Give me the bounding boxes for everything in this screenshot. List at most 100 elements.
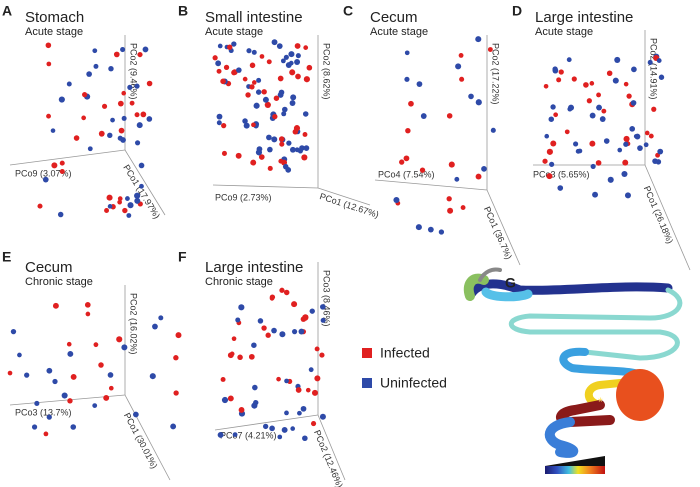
sample-dot	[281, 426, 288, 433]
sample-dot	[550, 140, 557, 147]
sample-dot	[152, 323, 158, 330]
sample-dot	[231, 70, 237, 76]
axis-label: PCo3 (5.65%)	[533, 169, 590, 179]
sample-dot	[251, 80, 257, 85]
sample-dot	[311, 389, 318, 396]
sample-dot	[294, 43, 301, 49]
sample-dot	[573, 141, 579, 147]
sample-dot	[67, 351, 74, 357]
axis-line	[212, 184, 319, 189]
sample-dot	[404, 50, 410, 56]
sample-dot	[564, 129, 570, 135]
sample-dot	[259, 54, 265, 59]
sample-dot	[558, 69, 564, 75]
sample-dot	[227, 395, 234, 402]
axis-label: PCo3 (13.7%)	[15, 407, 72, 417]
sample-dot	[319, 413, 326, 420]
sample-dot	[108, 65, 114, 72]
sample-dot	[308, 367, 314, 373]
axis-label: PCo2 (9.46%)	[129, 43, 139, 100]
panel-title: Small intestine	[205, 9, 303, 26]
sample-dot	[269, 296, 275, 301]
sample-dot	[284, 378, 289, 384]
sample-dot	[98, 130, 105, 137]
sample-dot	[269, 425, 275, 432]
sample-dot	[475, 36, 482, 43]
sample-dot	[7, 370, 13, 376]
axis-label: PCo7 (4.21%)	[220, 430, 277, 440]
sample-dot	[623, 141, 629, 147]
sample-dot	[420, 113, 427, 119]
sample-dot	[276, 43, 283, 50]
sample-dot	[589, 140, 596, 147]
sample-dot	[284, 410, 289, 416]
sample-dot	[67, 398, 73, 404]
sample-dot	[302, 111, 309, 117]
panel-subtitle: Chronic stage	[205, 276, 273, 288]
sample-dot	[92, 48, 98, 54]
axis-line	[486, 189, 521, 266]
axis-line	[317, 187, 371, 206]
sample-dot	[283, 289, 290, 296]
sample-dot	[129, 100, 135, 106]
axis-label: PCo2 (16.02%)	[129, 293, 139, 355]
sample-dot	[278, 89, 285, 96]
sample-dot	[589, 112, 596, 119]
sample-dot	[146, 80, 153, 87]
sample-dot	[238, 407, 245, 413]
sample-dot	[138, 162, 145, 169]
gut-diagram: *	[463, 267, 683, 474]
sample-dot	[262, 96, 269, 103]
sample-dot	[276, 376, 281, 382]
sample-dot	[303, 145, 310, 151]
panel-letter: A	[2, 3, 12, 19]
sample-dot	[217, 43, 223, 49]
sample-dot	[231, 336, 237, 341]
sample-dot	[103, 394, 110, 401]
sample-dot	[250, 159, 257, 166]
sample-dot	[295, 73, 301, 80]
panel-title: Stomach	[25, 9, 84, 26]
sample-dot	[614, 56, 621, 63]
sample-dot	[403, 155, 410, 162]
panel-letter: F	[178, 249, 187, 265]
sample-dot	[10, 328, 17, 335]
sample-dot	[243, 122, 250, 129]
sample-dot	[221, 150, 227, 156]
sample-dot	[314, 346, 320, 352]
sample-dot	[251, 49, 257, 55]
sample-dot	[235, 317, 241, 323]
sample-dot	[81, 115, 87, 121]
sample-dot	[399, 159, 405, 165]
sample-dot	[295, 53, 301, 59]
axis-label: PCo2 (17.22%)	[491, 43, 501, 105]
sample-dot	[175, 332, 182, 339]
sample-dot	[550, 104, 556, 110]
sample-dot	[255, 89, 262, 95]
sample-dot	[87, 146, 93, 152]
sample-dot	[543, 83, 549, 89]
sample-dot	[301, 154, 308, 161]
sample-dot	[277, 75, 284, 82]
sample-dot	[52, 302, 59, 309]
sample-dot	[282, 163, 289, 170]
sample-dot	[319, 352, 325, 358]
sample-dot	[590, 163, 596, 170]
sample-dot	[273, 95, 280, 101]
sample-dot	[546, 173, 553, 180]
sample-dot	[258, 154, 265, 160]
sample-dot	[658, 74, 665, 80]
sample-dot	[571, 76, 577, 82]
sample-dot	[603, 138, 610, 144]
sample-dot	[290, 94, 297, 101]
sample-dot	[108, 385, 114, 391]
sample-dot	[586, 98, 592, 104]
sample-dot	[623, 135, 630, 143]
sample-dot	[656, 58, 662, 63]
sample-dot	[599, 116, 606, 122]
sample-dot	[657, 148, 664, 155]
sample-dot	[643, 142, 649, 148]
sample-dot	[85, 311, 91, 317]
panel-subtitle: Chronic stage	[25, 276, 93, 288]
sample-dot	[73, 135, 80, 141]
